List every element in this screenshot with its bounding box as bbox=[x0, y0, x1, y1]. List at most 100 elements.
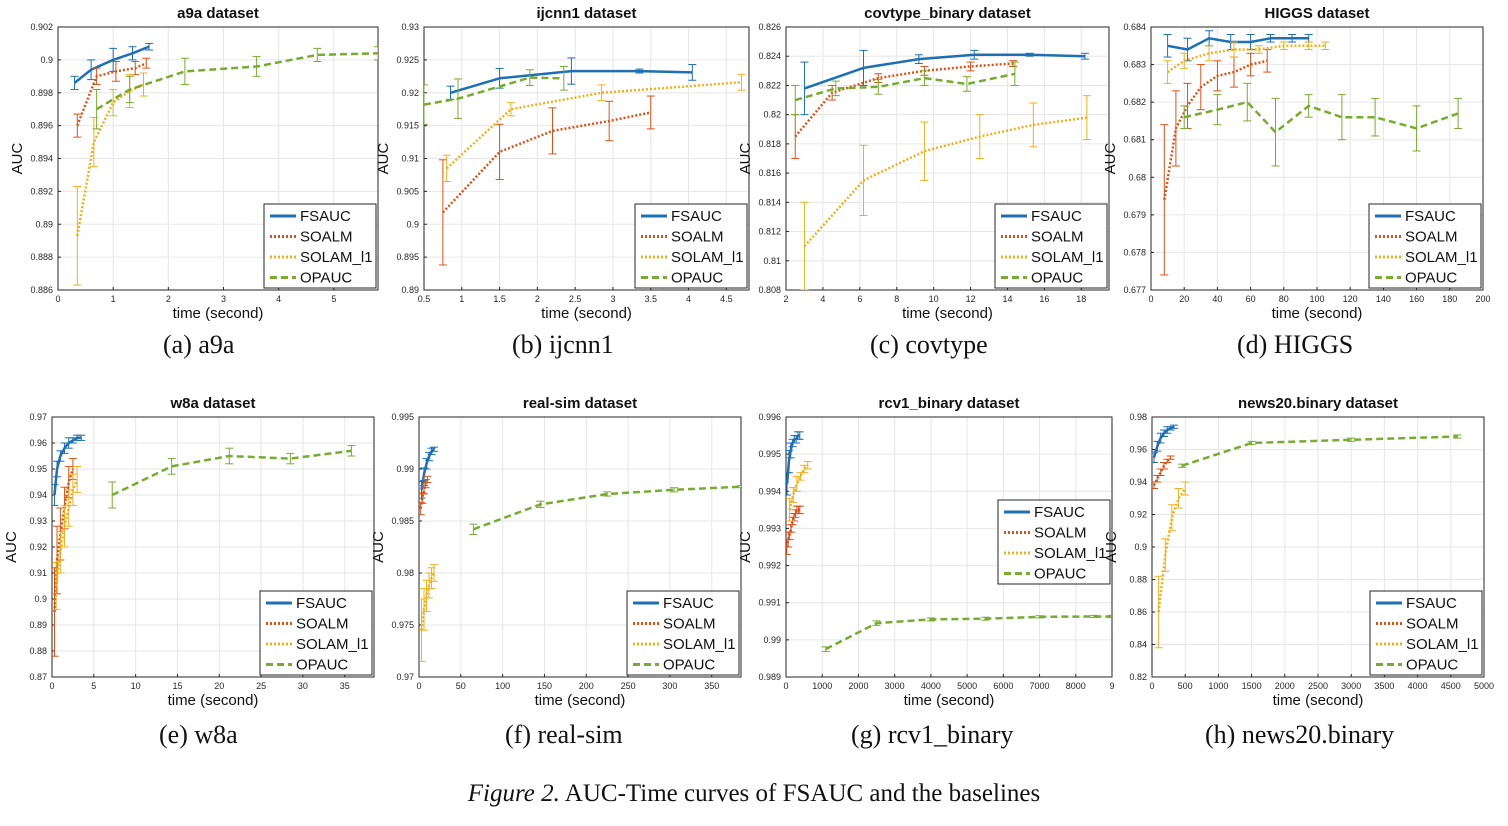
x-tick-label: 10 bbox=[131, 681, 141, 691]
x-tick-label: 6000 bbox=[993, 681, 1013, 691]
y-axis-label: AUC bbox=[1102, 142, 1119, 174]
y-tick-label: 0.995 bbox=[391, 412, 414, 422]
y-tick-label: 0.888 bbox=[30, 252, 53, 262]
x-tick-label: 0 bbox=[55, 294, 60, 304]
x-tick-label: 1.5 bbox=[493, 294, 506, 304]
legend-label: SOALM bbox=[1406, 616, 1459, 633]
y-axis-label: AUC bbox=[9, 142, 26, 174]
x-tick-label: 8 bbox=[894, 294, 899, 304]
legend-label: OPAUC bbox=[1034, 566, 1086, 583]
y-tick-label: 0.905 bbox=[396, 186, 419, 196]
series-line bbox=[794, 72, 1016, 102]
legend-box bbox=[263, 203, 377, 289]
series-line bbox=[1166, 44, 1326, 74]
y-tick-label: 0.816 bbox=[758, 168, 781, 178]
x-axis-label: time (second) bbox=[541, 305, 632, 322]
x-tick-label: 40 bbox=[1212, 294, 1222, 304]
legend: FSAUC SOALM SOLAM_l1 OPAUC bbox=[1368, 203, 1482, 289]
y-axis-label: AUC bbox=[375, 142, 392, 174]
x-tick-label: 20 bbox=[214, 681, 224, 691]
legend: FSAUC SOALM SOLAM_l1 OPAUC bbox=[634, 203, 748, 289]
y-tick-label: 0.993 bbox=[758, 523, 781, 533]
x-tick-label: 2.5 bbox=[569, 294, 582, 304]
y-tick-label: 0.97 bbox=[29, 412, 47, 422]
chart-title: ijcnn1 dataset bbox=[536, 5, 636, 22]
y-tick-label: 0.818 bbox=[758, 139, 781, 149]
figure-caption: Figure 2. AUC-Time curves of FSAUC and t… bbox=[0, 780, 1508, 808]
legend-label: SOLAM_l1 bbox=[663, 636, 736, 653]
x-axis-label: time (second) bbox=[168, 692, 259, 709]
x-tick-label: 5 bbox=[331, 294, 336, 304]
x-tick-label: 350 bbox=[704, 681, 719, 691]
x-tick-label: 0 bbox=[49, 681, 54, 691]
series-fsauc bbox=[800, 49, 1090, 116]
axes-box bbox=[418, 416, 742, 678]
series-line bbox=[1167, 37, 1309, 51]
legend-label: FSAUC bbox=[300, 208, 351, 225]
plot-series bbox=[424, 57, 746, 266]
x-tick-label: 3000 bbox=[1341, 681, 1361, 691]
x-tick-label: 0 bbox=[783, 681, 788, 691]
legend-label: OPAUC bbox=[296, 657, 348, 674]
y-tick-label: 0.91 bbox=[401, 154, 419, 164]
x-tick-label: 2500 bbox=[1308, 681, 1328, 691]
series-fsauc bbox=[52, 434, 86, 506]
y-tick-label: 0.896 bbox=[30, 121, 53, 131]
x-tick-label: 200 bbox=[579, 681, 594, 691]
legend-label: FSAUC bbox=[1405, 208, 1456, 225]
legend: FSAUC SOALM SOLAM_l1 OPAUC bbox=[259, 590, 373, 676]
y-tick-label: 0.92 bbox=[401, 88, 419, 98]
legend-label: SOLAM_l1 bbox=[1034, 545, 1107, 562]
legend-box bbox=[997, 499, 1111, 585]
series-line bbox=[825, 615, 1112, 651]
series-soalm bbox=[438, 95, 655, 266]
y-tick-label: 0.93 bbox=[29, 516, 47, 526]
x-tick-label: 8000 bbox=[1066, 681, 1086, 691]
legend: FSAUC SOALM SOLAM_l1 OPAUC bbox=[263, 203, 377, 289]
y-tick-label: 0.894 bbox=[30, 154, 53, 164]
x-tick-label: 50 bbox=[456, 681, 466, 691]
x-tick-label: 60 bbox=[1246, 294, 1256, 304]
series-fsauc bbox=[1152, 424, 1178, 463]
figure-caption-text: AUC-Time curves of FSAUC and the baselin… bbox=[564, 780, 1041, 807]
series-solam_l1 bbox=[1154, 481, 1190, 649]
y-tick-label: 0.96 bbox=[29, 438, 47, 448]
legend-label: SOLAM_l1 bbox=[1406, 636, 1479, 653]
y-tick-label: 0.985 bbox=[391, 516, 414, 526]
x-tick-label: 250 bbox=[621, 681, 636, 691]
y-tick-label: 0.915 bbox=[396, 121, 419, 131]
x-tick-label: 150 bbox=[537, 681, 552, 691]
legend: FSAUC SOALM SOLAM_l1 OPAUC bbox=[626, 590, 740, 676]
y-tick-label: 0.9 bbox=[406, 219, 419, 229]
x-tick-label: 5 bbox=[91, 681, 96, 691]
y-tick-label: 0.991 bbox=[758, 598, 781, 608]
chart-panel-6: 0 1000 2000 3000 4000 5000 6000 7000 8000 9 0.989 0… bbox=[737, 395, 1115, 709]
chart-title: a9a dataset bbox=[177, 5, 259, 22]
x-tick-label: 0 bbox=[1149, 681, 1154, 691]
chart-panel-3: 0 20 40 60 80 100 120 140 160 180 200 0.677 0.678 0.6… bbox=[1102, 5, 1491, 322]
x-tick-label: 2 bbox=[783, 294, 788, 304]
x-tick-label: 2 bbox=[535, 294, 540, 304]
x-tick-label: 0 bbox=[1148, 294, 1153, 304]
chart-panel-7: 0 500 1000 1500 2000 2500 3000 3500 4000 4500 5000… bbox=[1103, 395, 1494, 709]
x-tick-label: 3000 bbox=[885, 681, 905, 691]
series-fsauc bbox=[419, 446, 439, 499]
x-tick-label: 2 bbox=[166, 294, 171, 304]
x-tick-label: 4 bbox=[276, 294, 281, 304]
x-tick-label: 3 bbox=[610, 294, 615, 304]
caption-e: (e) w8a bbox=[159, 720, 238, 749]
legend-box bbox=[994, 203, 1108, 289]
series-line bbox=[472, 485, 741, 531]
plot-series bbox=[791, 49, 1091, 290]
x-tick-label: 14 bbox=[1002, 294, 1012, 304]
y-axis-label: AUC bbox=[370, 531, 387, 563]
series-solam_l1 bbox=[786, 461, 812, 522]
x-tick-label: 0 bbox=[416, 681, 421, 691]
legend-box bbox=[634, 203, 748, 289]
series-opauc bbox=[424, 65, 568, 125]
axes-box bbox=[785, 26, 1110, 291]
x-tick-label: 6 bbox=[857, 294, 862, 304]
y-tick-label: 0.892 bbox=[30, 186, 53, 196]
y-tick-label: 0.94 bbox=[1129, 477, 1147, 487]
y-tick-label: 0.9 bbox=[40, 55, 53, 65]
